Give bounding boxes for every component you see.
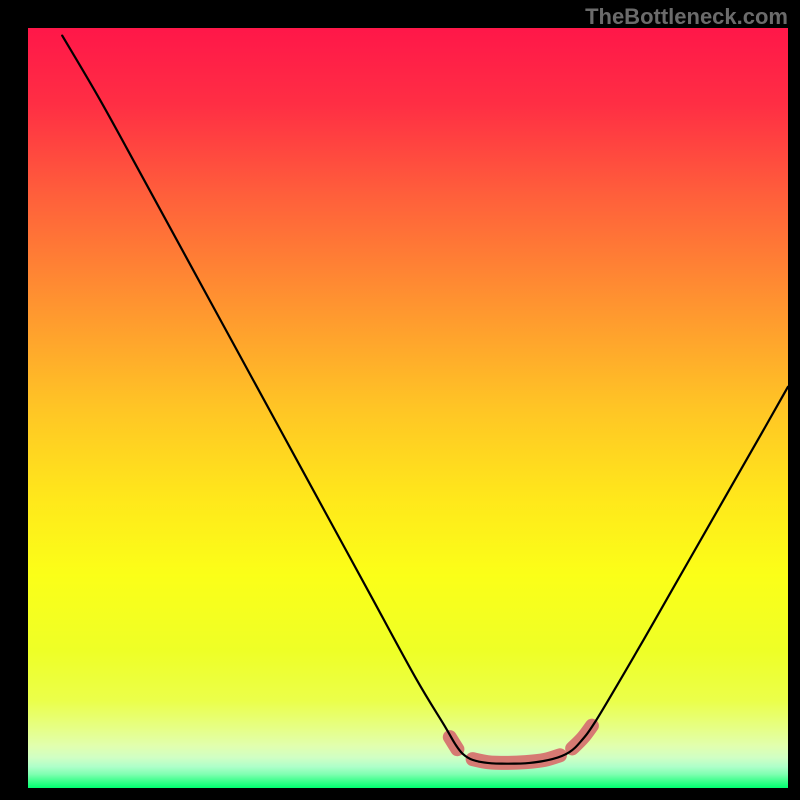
curve-svg	[28, 28, 788, 788]
plot-area	[28, 28, 788, 788]
highlight-segment-3	[572, 726, 592, 749]
bottleneck-curve	[62, 36, 788, 764]
chart-container: TheBottleneck.com	[0, 0, 800, 800]
watermark-text: TheBottleneck.com	[585, 4, 788, 30]
